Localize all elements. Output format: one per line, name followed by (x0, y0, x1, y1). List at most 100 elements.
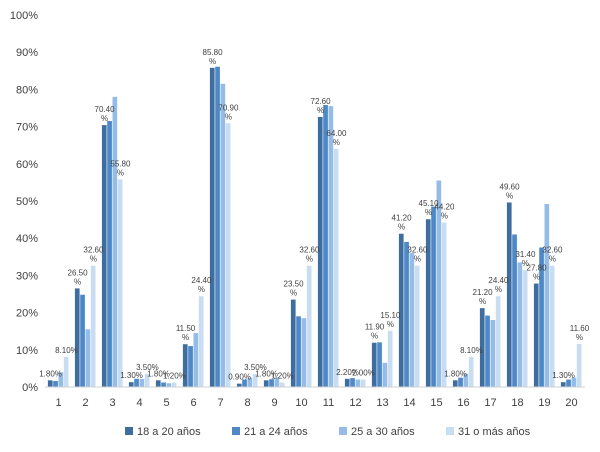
bar (344, 378, 350, 387)
data-label: 1.20% (271, 372, 294, 381)
bar (296, 316, 301, 387)
bars (47, 66, 582, 388)
x-tick-label: 4 (136, 397, 142, 409)
bar (382, 362, 388, 387)
y-tick-label: 100% (10, 10, 38, 22)
bar (576, 343, 582, 387)
bar (63, 356, 69, 387)
bar (517, 262, 523, 387)
bar (544, 203, 550, 387)
bar (107, 121, 112, 388)
bar (533, 283, 539, 387)
bar (458, 377, 463, 387)
bar (377, 342, 382, 387)
bar (101, 125, 107, 388)
bar (317, 116, 323, 388)
bar (566, 379, 571, 387)
data-label: 55.80% (110, 159, 131, 177)
bar (80, 294, 85, 387)
data-labels: 1.80%8.10%26.50 %32.60 %70.40 %55.80 %1.30%3… (39, 48, 590, 382)
bar (269, 379, 274, 387)
data-label: 24.40% (191, 276, 212, 294)
data-label: 23.50% (284, 280, 305, 298)
bar (425, 219, 431, 387)
data-label: 32.60% (83, 246, 104, 264)
x-tick-label: 8 (244, 397, 250, 409)
bar (495, 296, 501, 387)
bar (560, 382, 566, 387)
legend-label: 31 o más años (458, 426, 531, 438)
data-label: 41.20% (392, 214, 413, 232)
x-tick-label: 18 (511, 397, 523, 409)
legend-item: 25 a 30 años (339, 426, 415, 438)
x-tick-label: 19 (538, 397, 550, 409)
legend-swatch (125, 427, 133, 435)
bar (571, 377, 577, 387)
bar (252, 373, 258, 387)
x-tick-label: 15 (430, 397, 442, 409)
bar (53, 381, 58, 387)
legend-label: 21 a 24 años (244, 426, 308, 438)
bar (506, 202, 512, 387)
data-label: 2.20% (336, 368, 359, 377)
bar (198, 296, 204, 387)
bar (139, 378, 145, 387)
data-label: 32.60% (407, 246, 428, 264)
bar (301, 318, 307, 387)
x-tick-label: 9 (271, 397, 277, 409)
y-tick-label: 80% (16, 84, 38, 96)
x-tick-label: 10 (295, 397, 307, 409)
bar (398, 233, 404, 387)
bar (128, 382, 134, 387)
bar (360, 379, 366, 387)
bar (436, 180, 442, 387)
data-label: 8.10% (55, 346, 78, 355)
legend-item: 18 a 20 años (125, 426, 201, 438)
data-label: 1.30% (120, 371, 143, 380)
bar (74, 288, 80, 387)
bar (193, 333, 199, 387)
bar (58, 372, 64, 387)
bar (161, 382, 166, 387)
data-label: 32.60% (542, 246, 563, 264)
bar (171, 382, 177, 387)
data-label: 64.00% (326, 129, 347, 147)
data-label: 45.10% (419, 199, 440, 217)
x-tick-label: 6 (190, 397, 196, 409)
y-tick-label: 90% (16, 47, 38, 59)
bar (279, 382, 285, 387)
bar (479, 308, 485, 387)
bar (134, 378, 139, 387)
bar (209, 67, 215, 387)
data-label: 85.80% (203, 48, 224, 66)
data-label: 15.10% (380, 311, 401, 329)
legend-swatch (232, 427, 240, 435)
bar (549, 265, 555, 387)
data-label: 11.90% (365, 323, 385, 341)
bar (387, 330, 393, 387)
bar (188, 346, 193, 387)
y-tick-label: 30% (16, 270, 38, 282)
data-label: 11.50% (176, 324, 196, 342)
data-label: 0.90% (228, 373, 251, 382)
legend-item: 31 o más años (446, 426, 531, 438)
y-tick-label: 70% (16, 122, 38, 134)
bar (220, 83, 226, 387)
bar (452, 380, 458, 387)
x-tick-label: 1 (55, 397, 61, 409)
x-tick-label: 2 (82, 397, 88, 409)
bar (414, 265, 420, 387)
bar (350, 378, 355, 387)
bar (117, 179, 123, 387)
x-tick-label: 11 (323, 397, 334, 409)
bar (47, 380, 53, 387)
bar (274, 377, 280, 387)
x-tick-label: 12 (349, 397, 361, 409)
x-tick-label: 20 (565, 397, 577, 409)
bar (355, 379, 361, 387)
x-tick-label: 5 (163, 397, 169, 409)
bar (182, 344, 188, 387)
bar (539, 247, 544, 387)
